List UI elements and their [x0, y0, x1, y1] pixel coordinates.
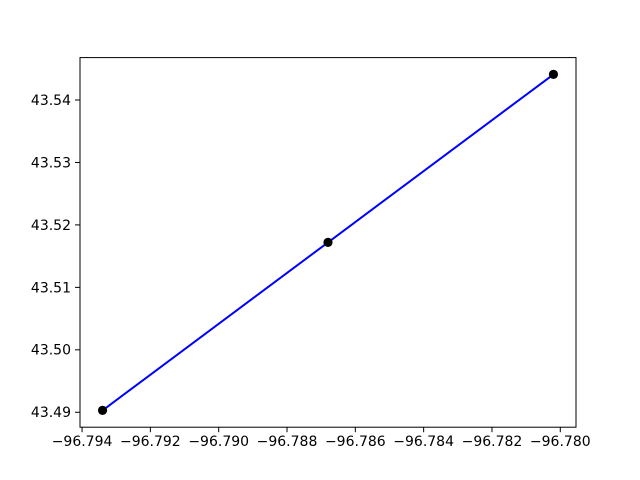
data-point [97, 405, 108, 415]
x-tick-label: −96.784 [393, 434, 454, 450]
axes-frame [79, 57, 577, 428]
y-tick-label: 43.52 [31, 218, 71, 234]
x-tick-label: −96.786 [325, 434, 386, 450]
x-tick-label: −96.790 [188, 434, 249, 450]
y-tick-label: 43.49 [31, 405, 71, 421]
x-tick-label: −96.792 [120, 434, 181, 450]
data-point [323, 237, 333, 247]
x-tick-label: −96.782 [462, 434, 523, 450]
x-tick-label: −96.794 [52, 434, 113, 450]
y-tick-label: 43.53 [31, 155, 71, 171]
y-tick-label: 43.54 [31, 93, 71, 109]
x-tick-label: −96.788 [257, 434, 318, 450]
x-tick-label: −96.780 [530, 434, 591, 450]
y-tick-label: 43.50 [31, 343, 71, 359]
y-tick-label: 43.51 [31, 280, 71, 296]
data-point [548, 69, 559, 79]
